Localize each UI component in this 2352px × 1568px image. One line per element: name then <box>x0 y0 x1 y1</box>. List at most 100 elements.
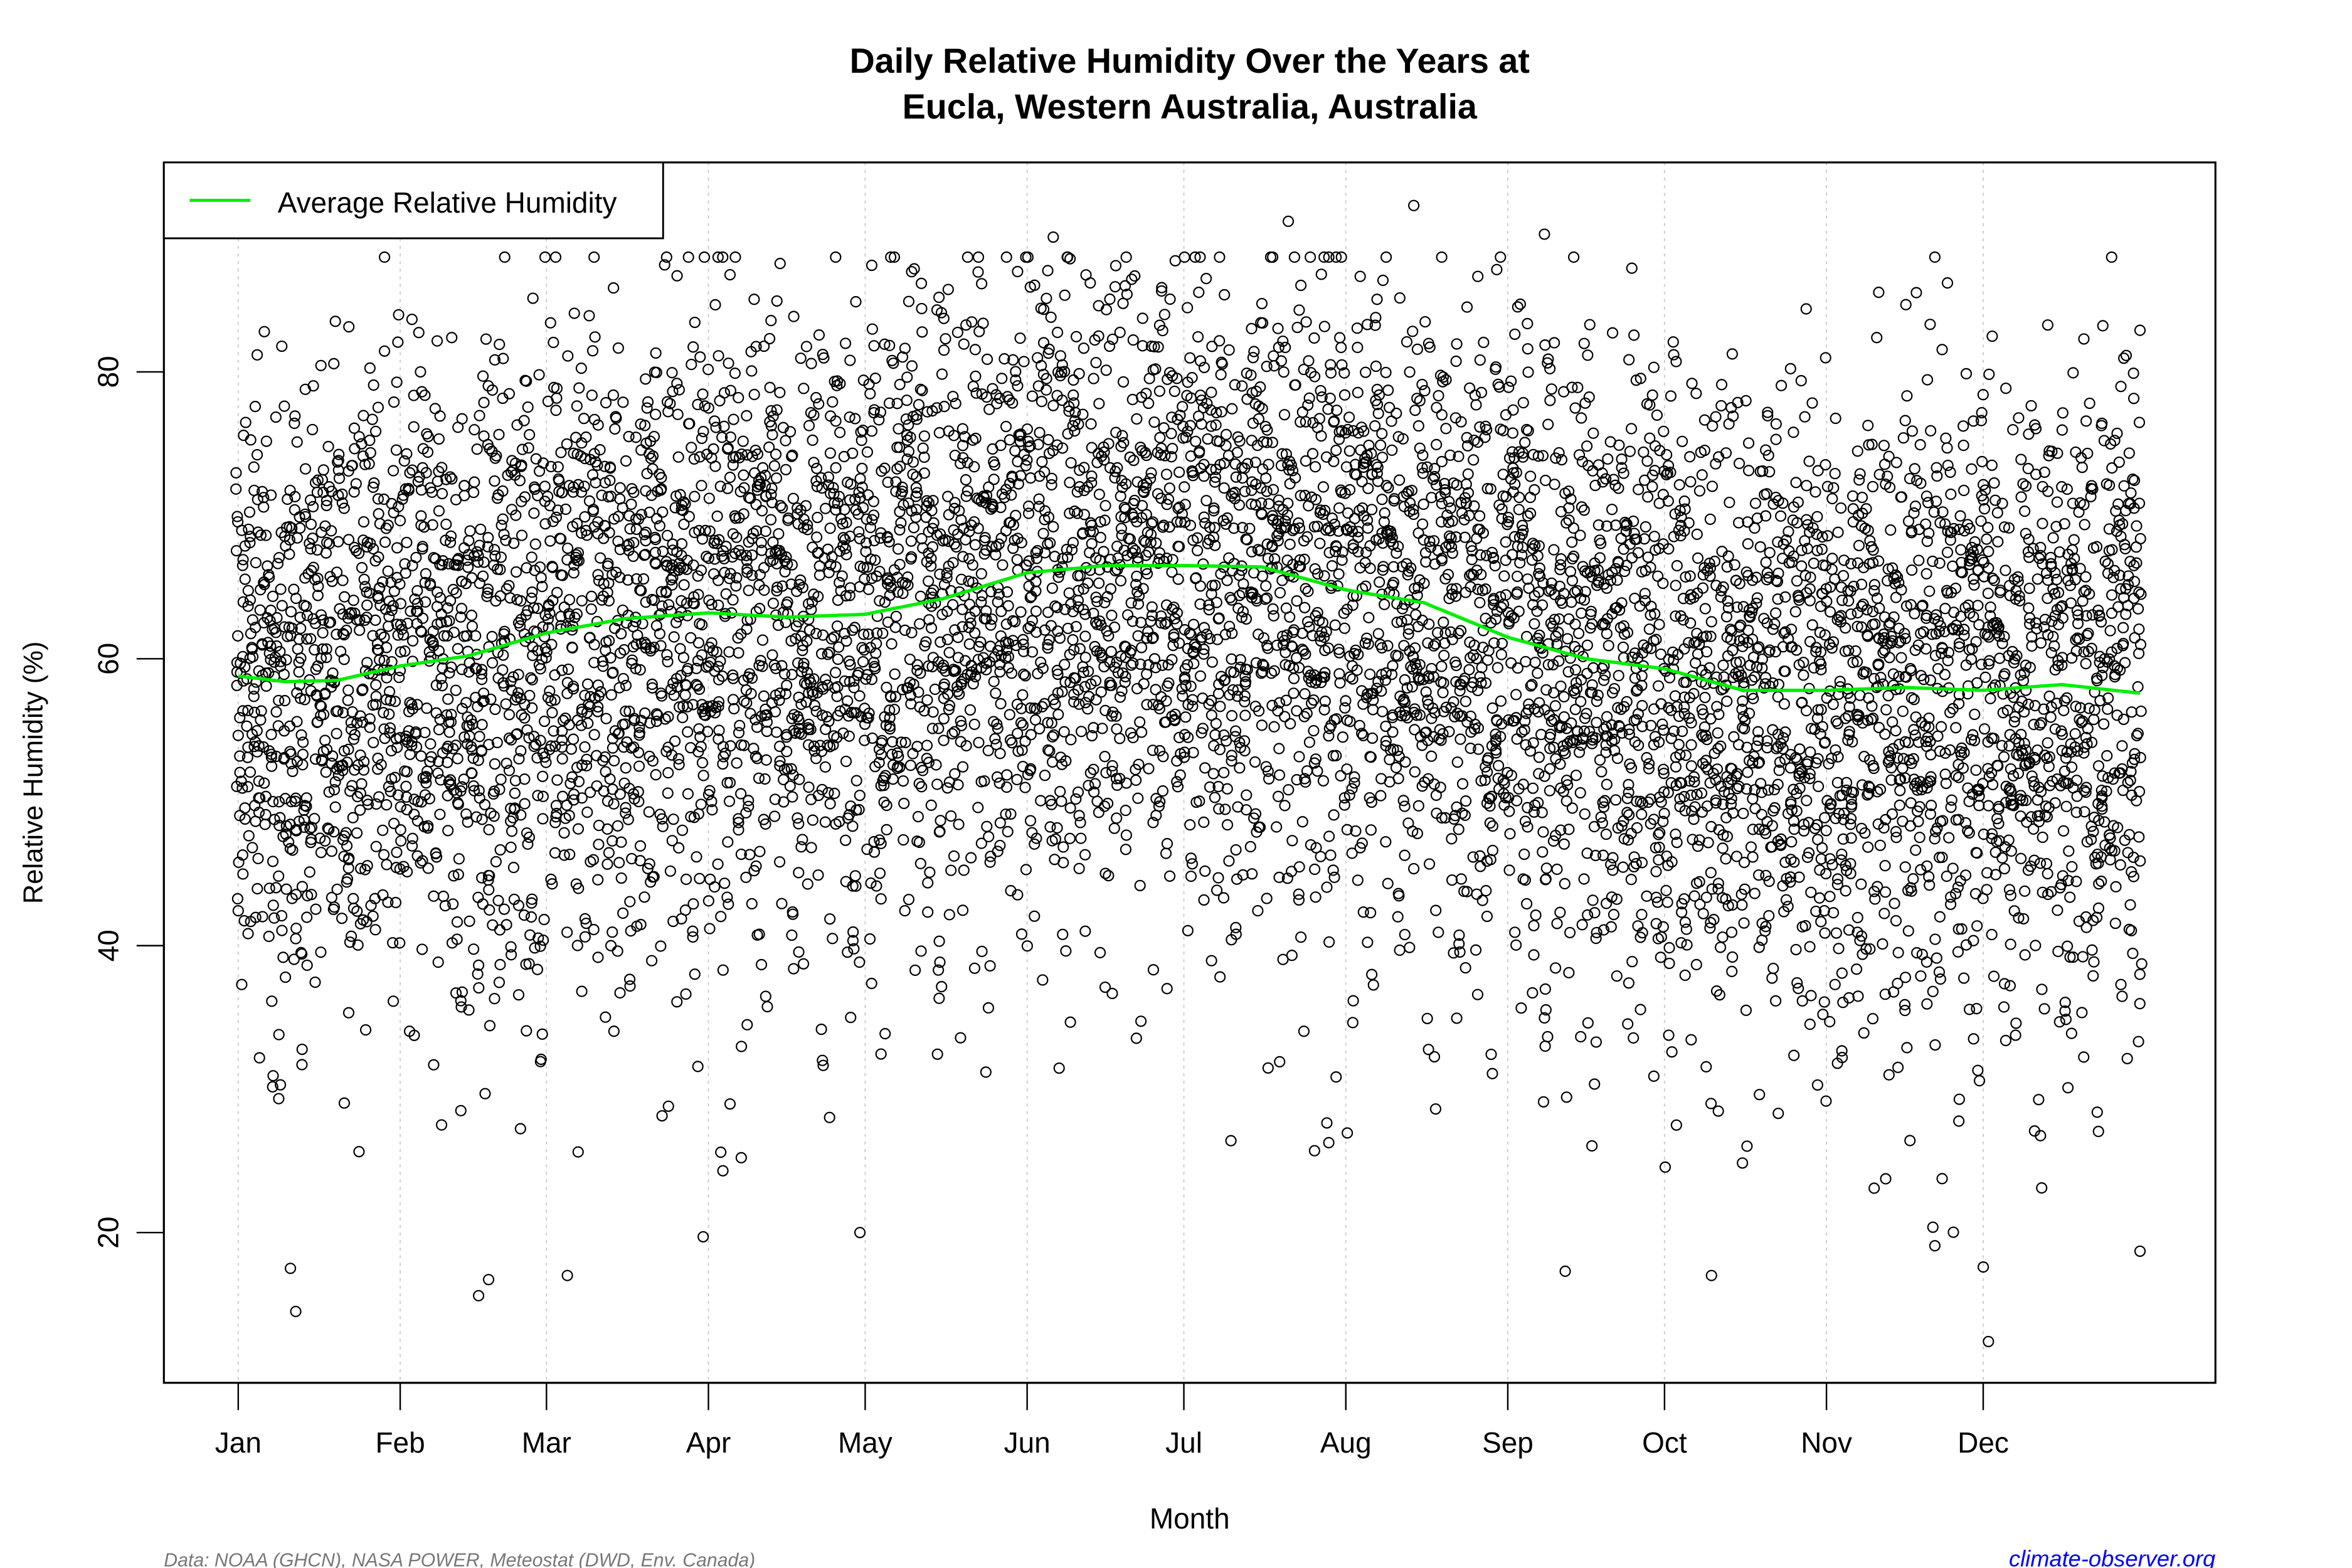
data-point <box>925 799 937 811</box>
data-point <box>714 480 726 492</box>
data-point <box>983 830 995 843</box>
data-point <box>894 378 906 391</box>
data-point <box>1184 420 1197 432</box>
data-point <box>734 485 746 497</box>
data-point <box>743 585 755 596</box>
data-point <box>1347 1017 1359 1029</box>
data-point <box>512 687 524 699</box>
data-point <box>276 600 288 612</box>
data-point <box>1074 817 1086 829</box>
data-point <box>859 573 871 585</box>
data-point <box>586 345 599 357</box>
data-point <box>278 752 290 764</box>
data-point <box>763 441 775 453</box>
data-point <box>315 701 327 712</box>
data-point <box>395 619 407 631</box>
data-point <box>374 582 386 594</box>
data-point <box>1443 495 1455 507</box>
data-point <box>284 746 296 758</box>
data-point <box>732 632 744 644</box>
data-point <box>1064 832 1076 844</box>
data-point <box>576 985 588 997</box>
data-point <box>579 741 591 753</box>
data-point <box>367 699 379 711</box>
data-point <box>1011 773 1023 786</box>
data-point <box>1024 815 1037 827</box>
data-point <box>1017 689 1029 701</box>
data-point <box>1308 332 1320 344</box>
data-point <box>883 536 895 548</box>
data-point <box>1045 311 1057 323</box>
data-point <box>591 459 603 471</box>
data-point <box>857 425 869 437</box>
data-point <box>781 596 793 608</box>
data-point <box>981 820 993 832</box>
data-point <box>552 461 564 473</box>
data-point <box>604 474 616 487</box>
data-point <box>1120 844 1131 856</box>
data-point <box>330 706 342 718</box>
data-point <box>442 825 454 837</box>
data-point <box>273 870 285 882</box>
data-point <box>839 675 850 687</box>
data-point <box>882 476 894 488</box>
data-point <box>434 591 446 604</box>
data-point <box>411 605 423 617</box>
data-point <box>1246 322 1258 335</box>
data-point <box>810 706 822 718</box>
data-point <box>1067 634 1079 646</box>
data-point <box>277 830 289 842</box>
data-point <box>419 389 431 401</box>
data-point <box>487 919 499 931</box>
data-point <box>1392 773 1404 785</box>
data-point <box>795 352 807 364</box>
data-point <box>1302 399 1314 411</box>
data-point <box>833 490 845 502</box>
data-point <box>1480 583 1491 595</box>
data-point <box>807 814 818 826</box>
data-point <box>968 718 980 730</box>
data-point <box>1326 512 1338 524</box>
data-point <box>252 349 263 361</box>
data-point <box>1365 907 1377 919</box>
data-point <box>897 587 909 600</box>
data-point <box>596 489 608 501</box>
data-point <box>1165 428 1177 440</box>
data-point <box>643 806 655 818</box>
data-point <box>795 841 807 853</box>
data-point <box>1136 312 1148 324</box>
data-point <box>453 853 465 865</box>
data-point <box>869 373 881 384</box>
data-point <box>1417 518 1429 530</box>
data-point <box>1030 605 1042 617</box>
data-point <box>1148 416 1160 428</box>
data-point <box>415 750 427 762</box>
data-point <box>687 559 699 571</box>
data-point <box>641 402 653 414</box>
data-point <box>491 736 503 749</box>
data-point <box>1485 854 1496 866</box>
data-point <box>633 760 645 772</box>
data-point <box>632 746 645 758</box>
data-point <box>353 431 365 443</box>
data-point <box>1120 251 1132 263</box>
data-point <box>1037 527 1049 539</box>
data-point <box>424 578 436 590</box>
data-point <box>428 890 440 902</box>
data-point <box>595 552 607 564</box>
data-point <box>559 712 571 724</box>
data-point <box>716 432 728 443</box>
data-point <box>865 877 877 889</box>
data-point <box>1184 352 1196 364</box>
data-point <box>430 851 443 863</box>
data-point <box>403 482 415 495</box>
data-point <box>1327 864 1339 876</box>
data-point <box>241 720 253 732</box>
data-point <box>1363 612 1375 623</box>
data-point <box>258 501 270 513</box>
data-point <box>1002 600 1014 612</box>
data-point <box>1333 332 1346 344</box>
data-point <box>307 561 319 573</box>
data-point <box>448 627 460 638</box>
data-point <box>562 350 574 362</box>
